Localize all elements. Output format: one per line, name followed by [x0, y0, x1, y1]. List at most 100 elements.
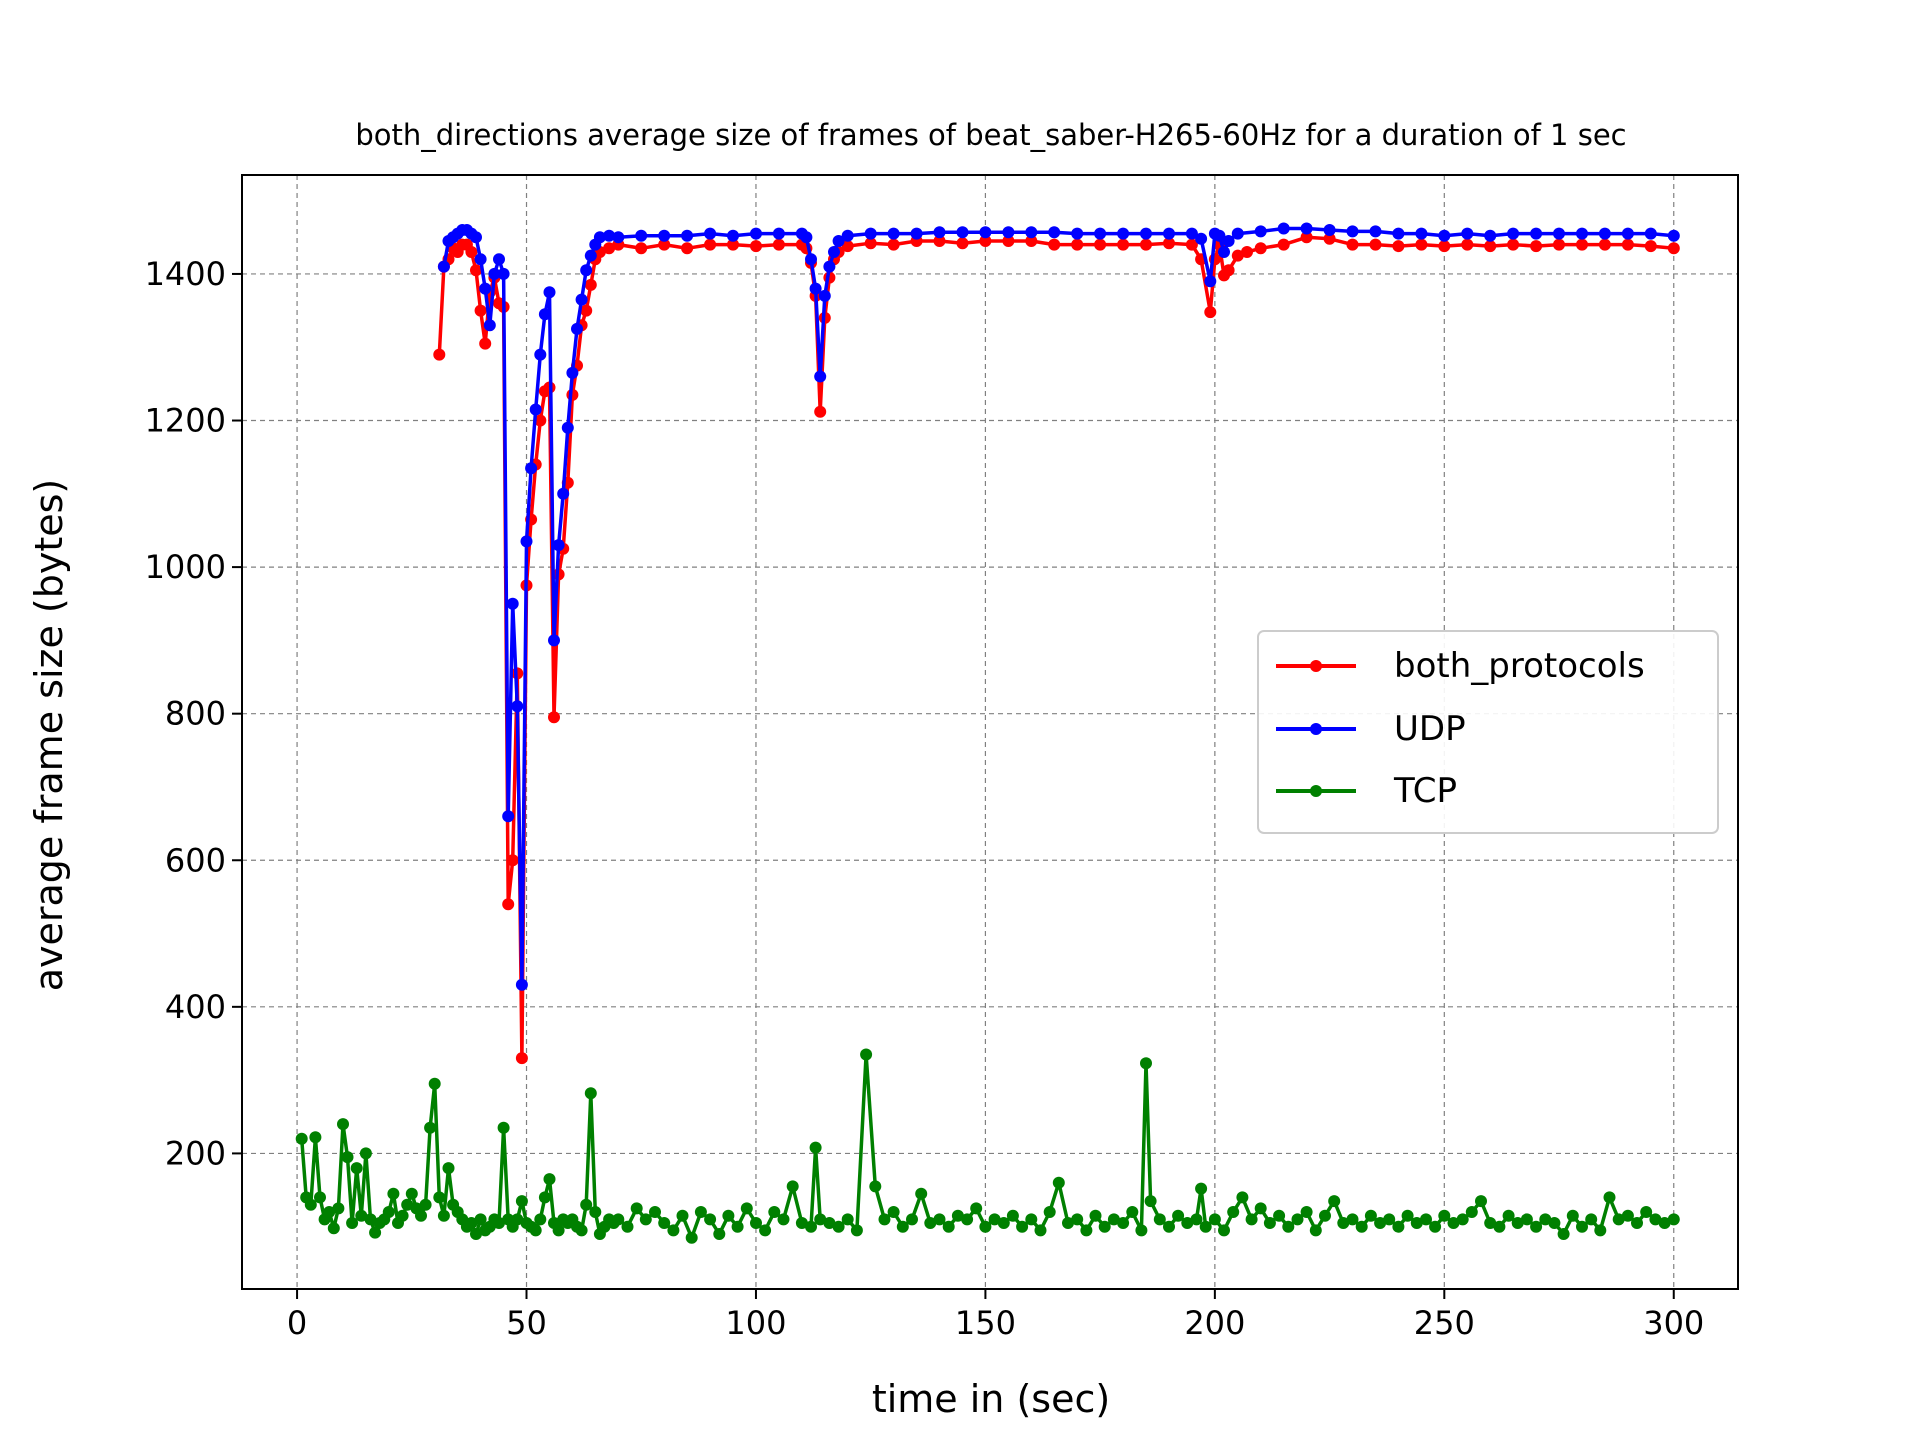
data-point-both-protocols [1002, 235, 1015, 247]
data-point-tcp [1144, 1195, 1157, 1208]
data-point-both-protocols [502, 898, 515, 911]
data-point-tcp [1631, 1217, 1643, 1229]
data-point-both-protocols [1117, 238, 1130, 251]
data-point-tcp [750, 1217, 762, 1229]
data-point-udp [1071, 227, 1084, 240]
data-point-tcp [1456, 1213, 1469, 1226]
data-point-tcp [832, 1220, 845, 1233]
data-point-tcp [1126, 1206, 1139, 1218]
data-point-tcp [309, 1131, 322, 1144]
data-point-udp [497, 267, 510, 280]
data-point-tcp [323, 1206, 336, 1218]
data-point-both-protocols [1346, 238, 1359, 251]
data-point-tcp [1566, 1209, 1579, 1222]
data-point-both-protocols [603, 242, 616, 255]
data-point-both-protocols [1277, 238, 1290, 251]
data-point-tcp [1585, 1213, 1598, 1226]
data-point-both-protocols [479, 337, 492, 350]
data-point-tcp [1263, 1217, 1276, 1229]
data-point-tcp [942, 1220, 955, 1233]
legend-marker-tcp [1310, 785, 1322, 797]
data-point-tcp [1025, 1213, 1038, 1226]
data-point-tcp [1594, 1224, 1607, 1237]
x-tick-label: 300 [1643, 1304, 1704, 1342]
legend-entry-tcp: TCP [1276, 771, 1457, 811]
data-point-udp [704, 227, 717, 240]
data-point-tcp [1475, 1195, 1487, 1208]
legend-box [1257, 630, 1719, 834]
data-point-tcp [841, 1213, 854, 1226]
data-point-both-protocols [1163, 237, 1175, 250]
data-point-tcp [768, 1206, 781, 1218]
data-point-tcp [337, 1118, 349, 1131]
data-point-udp [488, 267, 501, 280]
data-point-udp [1204, 275, 1217, 288]
data-point-udp [828, 246, 840, 258]
data-point-both-protocols [1667, 242, 1680, 255]
plot-frame [241, 174, 1739, 1290]
data-point-tcp [405, 1187, 418, 1200]
data-point-both-protocols [1323, 232, 1336, 245]
data-point-udp [1392, 227, 1405, 240]
data-point-tcp [809, 1141, 822, 1154]
data-point-tcp [346, 1217, 359, 1229]
data-point-tcp [1291, 1213, 1304, 1226]
data-point-udp [561, 421, 574, 434]
data-point-tcp [1328, 1195, 1341, 1208]
data-point-both-protocols [979, 235, 992, 247]
data-point-tcp [1493, 1220, 1506, 1233]
data-point-udp [1254, 225, 1267, 238]
data-point-tcp [1043, 1206, 1056, 1218]
y-tick-label: 1200 [145, 402, 226, 440]
data-point-both-protocols [1530, 240, 1543, 253]
data-point-tcp [382, 1206, 395, 1218]
data-point-both-protocols [1576, 238, 1588, 251]
data-point-tcp [1319, 1209, 1331, 1222]
data-point-tcp [1140, 1057, 1152, 1070]
data-point-tcp [933, 1213, 946, 1226]
data-point-udp [1195, 232, 1208, 245]
data-point-both-protocols [1507, 238, 1520, 251]
data-point-both-protocols [580, 304, 593, 317]
data-point-tcp [396, 1209, 409, 1222]
data-point-udp [1507, 227, 1520, 240]
data-point-udp [1277, 222, 1290, 235]
data-point-tcp [887, 1206, 900, 1218]
x-tick-label: 50 [506, 1304, 547, 1342]
data-point-tcp [493, 1217, 505, 1229]
data-point-udp [548, 634, 560, 647]
data-point-udp [1438, 229, 1451, 242]
data-point-both-protocols [772, 238, 785, 251]
data-point-tcp [612, 1213, 625, 1226]
legend-marker-udp [1310, 723, 1322, 735]
data-point-both-protocols [1231, 249, 1244, 262]
data-point-udp [1530, 227, 1543, 240]
data-point-both-protocols [548, 711, 560, 724]
y-tick-label: 1400 [145, 255, 226, 293]
data-point-udp [580, 264, 593, 277]
data-point-tcp [1208, 1213, 1221, 1226]
data-point-udp [1231, 227, 1244, 240]
data-point-tcp [722, 1209, 735, 1222]
x-tick-label: 100 [725, 1304, 786, 1342]
data-point-both-protocols [635, 242, 648, 255]
data-point-tcp [1511, 1217, 1524, 1229]
data-point-tcp [658, 1217, 671, 1229]
data-point-tcp [474, 1213, 487, 1226]
data-point-both-protocols [841, 240, 854, 253]
data-point-udp [1300, 222, 1313, 235]
x-axis-label: time in (sec) [872, 1377, 1110, 1421]
data-point-tcp [961, 1213, 974, 1226]
data-point-both-protocols [1598, 238, 1611, 251]
data-point-tcp [1640, 1206, 1653, 1218]
series-udp [437, 222, 1680, 991]
data-point-both-protocols [1392, 240, 1405, 253]
data-point-tcp [759, 1224, 772, 1237]
data-point-tcp [1649, 1213, 1662, 1226]
data-point-tcp [1548, 1217, 1561, 1229]
data-point-tcp [1658, 1217, 1671, 1229]
data-point-both-protocols [1484, 240, 1497, 253]
data-point-udp [1025, 226, 1038, 239]
